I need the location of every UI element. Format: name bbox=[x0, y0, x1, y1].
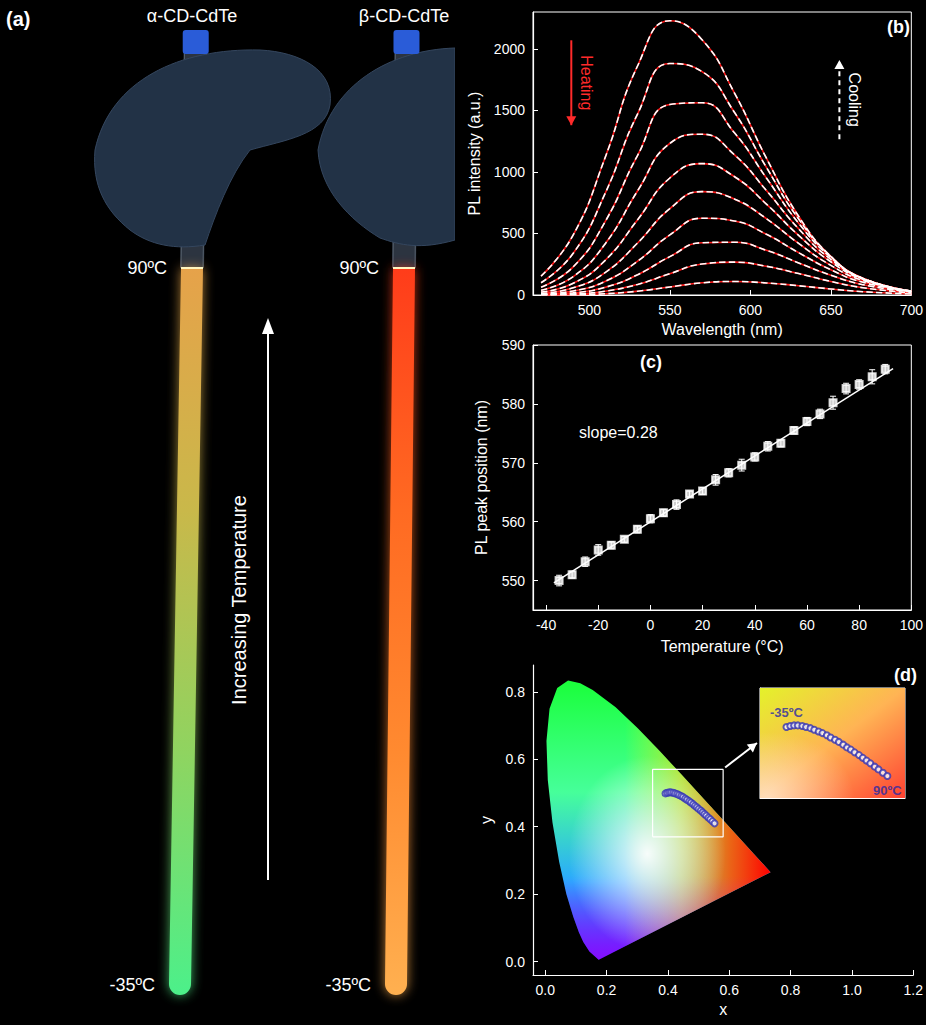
svg-text:0: 0 bbox=[647, 617, 655, 633]
svg-text:Cooling: Cooling bbox=[846, 73, 863, 127]
svg-text:PL intensity (a.u.): PL intensity (a.u.) bbox=[466, 92, 483, 216]
svg-text:60: 60 bbox=[799, 617, 815, 633]
svg-text:(c): (c) bbox=[640, 352, 662, 372]
svg-text:slope=0.28: slope=0.28 bbox=[579, 424, 658, 441]
svg-text:0.6: 0.6 bbox=[506, 751, 526, 767]
svg-text:-35ºC: -35ºC bbox=[325, 975, 371, 995]
svg-text:20: 20 bbox=[695, 617, 711, 633]
svg-text:Heating: Heating bbox=[578, 55, 595, 110]
svg-text:-35ºC: -35ºC bbox=[770, 705, 804, 720]
svg-text:100: 100 bbox=[900, 617, 924, 633]
svg-text:-20: -20 bbox=[588, 617, 608, 633]
svg-text:2000: 2000 bbox=[494, 41, 525, 57]
svg-text:(d): (d) bbox=[894, 665, 917, 685]
svg-text:80: 80 bbox=[851, 617, 867, 633]
svg-text:0.4: 0.4 bbox=[658, 982, 678, 998]
svg-text:y: y bbox=[478, 816, 495, 824]
svg-text:0.2: 0.2 bbox=[506, 886, 526, 902]
svg-text:Increasing Temperature: Increasing Temperature bbox=[228, 495, 250, 705]
svg-text:700: 700 bbox=[900, 302, 924, 318]
svg-text:Temperature (°C): Temperature (°C) bbox=[661, 638, 784, 655]
svg-text:0: 0 bbox=[517, 287, 525, 303]
svg-text:90ºC: 90ºC bbox=[127, 258, 167, 278]
svg-text:90ºC: 90ºC bbox=[873, 783, 902, 798]
svg-text:580: 580 bbox=[502, 396, 526, 412]
svg-text:Wavelength (nm): Wavelength (nm) bbox=[662, 321, 783, 338]
svg-text:0.8: 0.8 bbox=[781, 982, 801, 998]
svg-text:0.8: 0.8 bbox=[506, 684, 526, 700]
svg-text:x: x bbox=[719, 1001, 727, 1018]
svg-text:0.0: 0.0 bbox=[506, 954, 526, 970]
svg-text:-35ºC: -35ºC bbox=[109, 975, 155, 995]
svg-text:500: 500 bbox=[578, 302, 602, 318]
svg-text:560: 560 bbox=[502, 514, 526, 530]
svg-text:(b): (b) bbox=[887, 17, 910, 37]
svg-text:-40: -40 bbox=[536, 617, 556, 633]
svg-text:(a): (a) bbox=[6, 8, 30, 30]
svg-text:1.0: 1.0 bbox=[842, 982, 862, 998]
svg-text:590: 590 bbox=[502, 337, 526, 353]
svg-text:500: 500 bbox=[502, 225, 526, 241]
svg-text:600: 600 bbox=[739, 302, 763, 318]
svg-text:90ºC: 90ºC bbox=[339, 258, 379, 278]
svg-text:0.6: 0.6 bbox=[720, 982, 740, 998]
svg-text:α-CD-CdTe: α-CD-CdTe bbox=[147, 6, 237, 26]
svg-text:550: 550 bbox=[658, 302, 682, 318]
svg-text:550: 550 bbox=[502, 573, 526, 589]
svg-text:40: 40 bbox=[747, 617, 763, 633]
svg-text:650: 650 bbox=[819, 302, 843, 318]
svg-text:570: 570 bbox=[502, 455, 526, 471]
svg-text:1500: 1500 bbox=[494, 102, 525, 118]
svg-text:0.0: 0.0 bbox=[536, 982, 556, 998]
svg-text:β-CD-CdTe: β-CD-CdTe bbox=[359, 6, 449, 26]
svg-text:1000: 1000 bbox=[494, 164, 525, 180]
svg-text:0.2: 0.2 bbox=[597, 982, 617, 998]
svg-text:0.4: 0.4 bbox=[506, 819, 526, 835]
svg-text:PL peak position (nm): PL peak position (nm) bbox=[473, 400, 490, 555]
svg-text:1.2: 1.2 bbox=[904, 982, 924, 998]
